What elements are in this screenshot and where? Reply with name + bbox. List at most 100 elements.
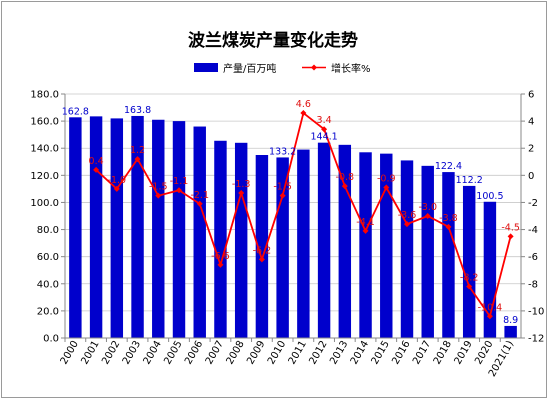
x-tick-label: 2018	[432, 339, 454, 367]
line-marker	[321, 126, 328, 133]
y-tick-label-right: 4	[528, 117, 534, 128]
bar	[234, 142, 248, 338]
y-tick-label-right: -4	[528, 225, 538, 236]
line-marker	[362, 227, 369, 234]
line-marker	[238, 189, 245, 196]
growth-value-label: -6.2	[253, 245, 272, 256]
bar	[69, 117, 82, 338]
bar	[462, 185, 476, 338]
bar	[172, 121, 186, 338]
y-tick-label-right: -8	[528, 279, 538, 290]
x-tick-label: 2008	[225, 339, 247, 367]
x-tick-label: 2001	[79, 339, 101, 367]
bar	[359, 152, 372, 338]
line-series	[93, 109, 514, 320]
y-tick-label-right: -10	[528, 306, 544, 317]
x-tick-label: 2017	[411, 339, 433, 367]
bar-value-label: 163.8	[124, 105, 151, 116]
bar-value-label: 162.8	[62, 106, 89, 117]
growth-value-label: -2.1	[190, 190, 209, 201]
growth-value-label: -10.4	[478, 302, 503, 313]
line-marker	[341, 183, 348, 190]
bar	[380, 153, 393, 338]
bar-value-label: 133.2	[269, 146, 296, 157]
y-axis-right-ticks: -12 -10 -8 -6 -4 -2 0 2 4 6	[521, 90, 544, 345]
bar	[421, 165, 434, 338]
bar	[131, 115, 144, 339]
x-tick-label: 2016	[390, 339, 412, 367]
line-marker	[134, 156, 141, 163]
line-marker	[279, 192, 286, 199]
y-tick-label-right: -2	[528, 198, 538, 209]
x-tick-label: 2002	[100, 339, 122, 367]
line-marker	[258, 256, 265, 263]
y-tick-label-right: -12	[528, 334, 544, 345]
growth-value-label: -4.5	[501, 222, 520, 233]
bar-value-label: 8.9	[503, 315, 518, 326]
bar-value-label: 112.2	[456, 175, 483, 186]
line-marker	[383, 184, 390, 191]
y-tick-label-left: 140.0	[30, 144, 59, 155]
growth-value-label: 0.4	[89, 156, 104, 167]
y-tick-label-right: -6	[528, 252, 538, 263]
line-marker	[300, 109, 307, 116]
x-tick-label: 2015	[370, 339, 392, 367]
y-tick-label-left: 180.0	[30, 90, 59, 101]
growth-value-label: -1.0	[108, 175, 127, 186]
x-tick-label: 2014	[349, 339, 371, 367]
y-tick-label-left: 60.0	[37, 252, 59, 263]
line-marker	[445, 223, 452, 230]
x-tick-label: 2005	[162, 339, 184, 367]
line-marker	[507, 233, 514, 240]
line-marker	[113, 185, 120, 192]
bar	[152, 119, 165, 338]
x-tick-label: 2019	[453, 339, 475, 367]
x-tick-label: 2000	[59, 339, 81, 367]
x-tick-label: 2007	[204, 339, 226, 367]
line-data-labels: 0.4-1.01.2-1.5 -1.1-2.1-6.6-1.3-6.2-1.54.…	[89, 99, 520, 313]
legend-marker-line	[311, 64, 317, 71]
bar	[255, 155, 269, 338]
line-marker	[486, 313, 493, 320]
growth-value-label: -6.6	[211, 251, 230, 262]
y-tick-label-left: 100.0	[30, 198, 59, 209]
growth-value-label: -1.5	[149, 182, 168, 193]
growth-value-label: -0.9	[377, 174, 396, 185]
y-axis-left-ticks: 0.0 20.0 40.0 60.0 80.0 100.0 120.0 140.0 160.0 1…	[30, 90, 65, 345]
bar-value-label: 144.1	[310, 132, 337, 143]
legend-label-line: 增长率%	[331, 62, 371, 75]
x-tick-label: 2011	[287, 339, 309, 367]
x-tick-label: 2004	[142, 339, 164, 367]
x-tick-label: 2012	[307, 339, 329, 367]
bar	[110, 118, 124, 339]
y-tick-label-right: 0	[528, 171, 534, 182]
bar	[193, 126, 206, 339]
bar-value-label: 122.4	[435, 161, 462, 172]
y-tick-label-right: 6	[528, 90, 534, 101]
bar	[504, 325, 517, 338]
bar	[297, 149, 310, 338]
line-marker	[155, 192, 162, 199]
growth-value-label: 1.2	[130, 145, 145, 156]
line-marker	[404, 221, 410, 228]
x-tick-label: 2013	[328, 339, 350, 367]
y-tick-label-left: 0.0	[43, 334, 59, 345]
bar-data-labels: 162.8 163.8 133.2 144.1 122.4 112.2 100.5 8.9	[62, 105, 518, 326]
bar-value-label: 100.5	[476, 191, 503, 202]
line-marker	[466, 283, 473, 290]
growth-value-label: -1.1	[170, 176, 189, 187]
growth-value-label: -3.8	[439, 213, 458, 224]
legend-label-bars: 产量/百万吨	[223, 62, 276, 75]
y-tick-label-right: 2	[528, 144, 534, 155]
x-tick-label: 2010	[266, 339, 288, 367]
chart-title: 波兰煤炭产量变化走势	[188, 30, 358, 51]
line-marker	[424, 213, 431, 219]
growth-value-label: 4.6	[296, 99, 311, 110]
growth-value-label: -1.5	[273, 182, 292, 193]
y-tick-label-left: 160.0	[30, 117, 59, 128]
growth-value-label: 3.4	[317, 115, 332, 126]
line-marker	[217, 261, 224, 268]
growth-value-label: -3.0	[418, 202, 437, 213]
x-axis-ticks: 2000200120022003200420052006200720082009…	[59, 338, 516, 379]
